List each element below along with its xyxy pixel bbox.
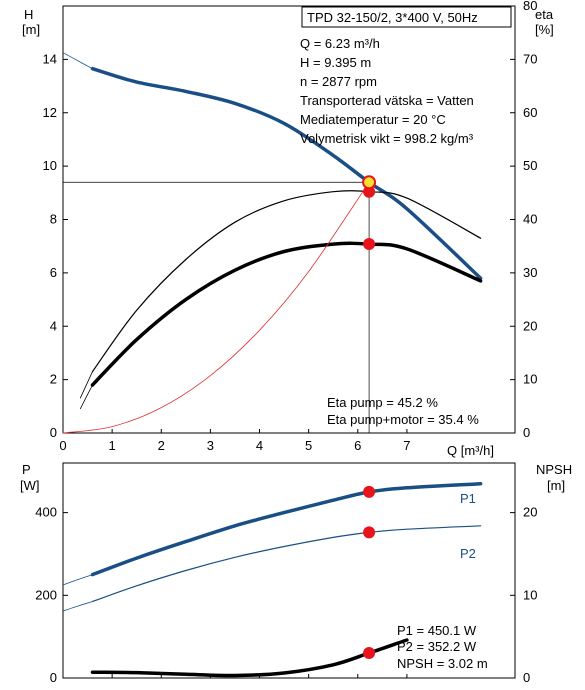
title-box-frame xyxy=(301,6,512,28)
y-left-tick-label: 0 xyxy=(50,670,57,685)
system-curve-line xyxy=(62,181,370,434)
x-tick-label: 7 xyxy=(403,438,410,453)
y-left-tick-label: 400 xyxy=(35,505,57,520)
p1-line xyxy=(90,481,483,577)
bottom-plot-frame xyxy=(62,462,516,679)
y-right-tick-label: 20 xyxy=(523,318,537,333)
p2-marker xyxy=(363,526,376,539)
head-curve-line xyxy=(90,66,483,280)
y-right-label-line1: eta xyxy=(535,7,554,22)
head-curve-extension xyxy=(62,52,93,70)
x-tick-label: 5 xyxy=(305,438,312,453)
y-right-tick-label: 0 xyxy=(523,425,530,440)
eta-pump-motor-info: Eta pump+motor = 35.4 % xyxy=(327,412,479,427)
top-plot-frame xyxy=(62,5,516,434)
p1-extension xyxy=(62,574,93,586)
y-left-tick-label: 4 xyxy=(50,318,57,333)
power-npsh-panel: 0 200 400 0 10 20 P [W] NPSH [m] P1 P2 P1 = 4… xyxy=(20,462,572,685)
y-left-tick-label: 200 xyxy=(35,587,57,602)
p-axis-label-line2: [W] xyxy=(20,478,40,493)
p2-line xyxy=(91,525,482,603)
npsh-axis-label-line2: [m] xyxy=(547,478,565,493)
y-right-tick-label: 80 xyxy=(523,0,537,13)
y-right-tick-label: 10 xyxy=(523,372,537,387)
y-right-label-line2: [%] xyxy=(535,22,554,37)
y-right-tick-label: 40 xyxy=(523,212,537,227)
npsh-axis-label-line1: NPSH xyxy=(536,462,572,477)
y-left-tick-label: 10 xyxy=(43,158,57,173)
info-density: Volymetrisk vikt = 998.2 kg/m³ xyxy=(300,131,474,146)
info-q: Q = 6.23 m³/h xyxy=(300,36,380,51)
y-left-tick-label: 0 xyxy=(50,425,57,440)
info-n: n = 2877 rpm xyxy=(300,74,377,89)
y-right-tick-label: 30 xyxy=(523,265,537,280)
p1-info: P1 = 450.1 W xyxy=(397,623,477,638)
x-axis-label: Q [m³/h] xyxy=(447,443,494,458)
y-left-tick-label: 2 xyxy=(50,372,57,387)
y-left-tick-label: 14 xyxy=(43,51,57,66)
y-right-tick-label: 70 xyxy=(523,51,537,66)
p2-extension xyxy=(62,601,93,612)
bottom-curves xyxy=(62,481,483,678)
y-left-tick-label: 6 xyxy=(50,265,57,280)
operating-point-marker xyxy=(362,175,377,190)
x-tick-label: 0 xyxy=(59,438,66,453)
top-grid xyxy=(62,5,515,434)
x-tick-label: 4 xyxy=(256,438,263,453)
y-left-tick-label: 12 xyxy=(43,105,57,120)
x-tick-label: 1 xyxy=(109,438,116,453)
info-temperature: Mediatemperatur = 20 °C xyxy=(300,112,446,127)
top-curves xyxy=(62,52,483,434)
info-h: H = 9.395 m xyxy=(300,55,371,70)
bottom-tick-labels: 0 200 400 0 10 20 xyxy=(35,505,537,685)
y-left-tick-label: 8 xyxy=(50,212,57,227)
eta-pump-motor-line xyxy=(90,241,483,387)
p1-series-label: P1 xyxy=(460,491,476,506)
y-right-tick-label: 60 xyxy=(523,105,537,120)
eta-pump-motor-marker xyxy=(363,238,376,251)
info-fluid: Transporterad vätska = Vatten xyxy=(300,93,474,108)
p2-info: P2 = 352.2 W xyxy=(397,639,477,654)
x-tick-label: 3 xyxy=(207,438,214,453)
y-right-tick-label: 50 xyxy=(523,158,537,173)
x-tick-label: 2 xyxy=(158,438,165,453)
x-tick-label: 6 xyxy=(354,438,361,453)
npsh-info: NPSH = 3.02 m xyxy=(397,656,488,671)
eta-pump-extension xyxy=(79,371,93,399)
p-axis-label-line1: P xyxy=(22,462,31,477)
npsh-marker xyxy=(363,647,376,660)
p1-marker xyxy=(363,485,376,498)
eta-pump-info: Eta pump = 45.2 % xyxy=(327,395,438,410)
title-box: TPD 32-150/2, 3*400 V, 50Hz xyxy=(307,10,478,25)
y-right-tick-label: 10 xyxy=(523,587,537,602)
y-left-label-line1: H xyxy=(24,7,33,22)
y-left-label-line2: [m] xyxy=(22,22,40,37)
eta-pump-marker xyxy=(363,185,376,198)
p2-series-label: P2 xyxy=(460,546,476,561)
y-right-tick-label: 20 xyxy=(523,505,537,520)
eta-pump-line xyxy=(91,190,482,373)
y-right-tick-label: 0 xyxy=(523,670,530,685)
